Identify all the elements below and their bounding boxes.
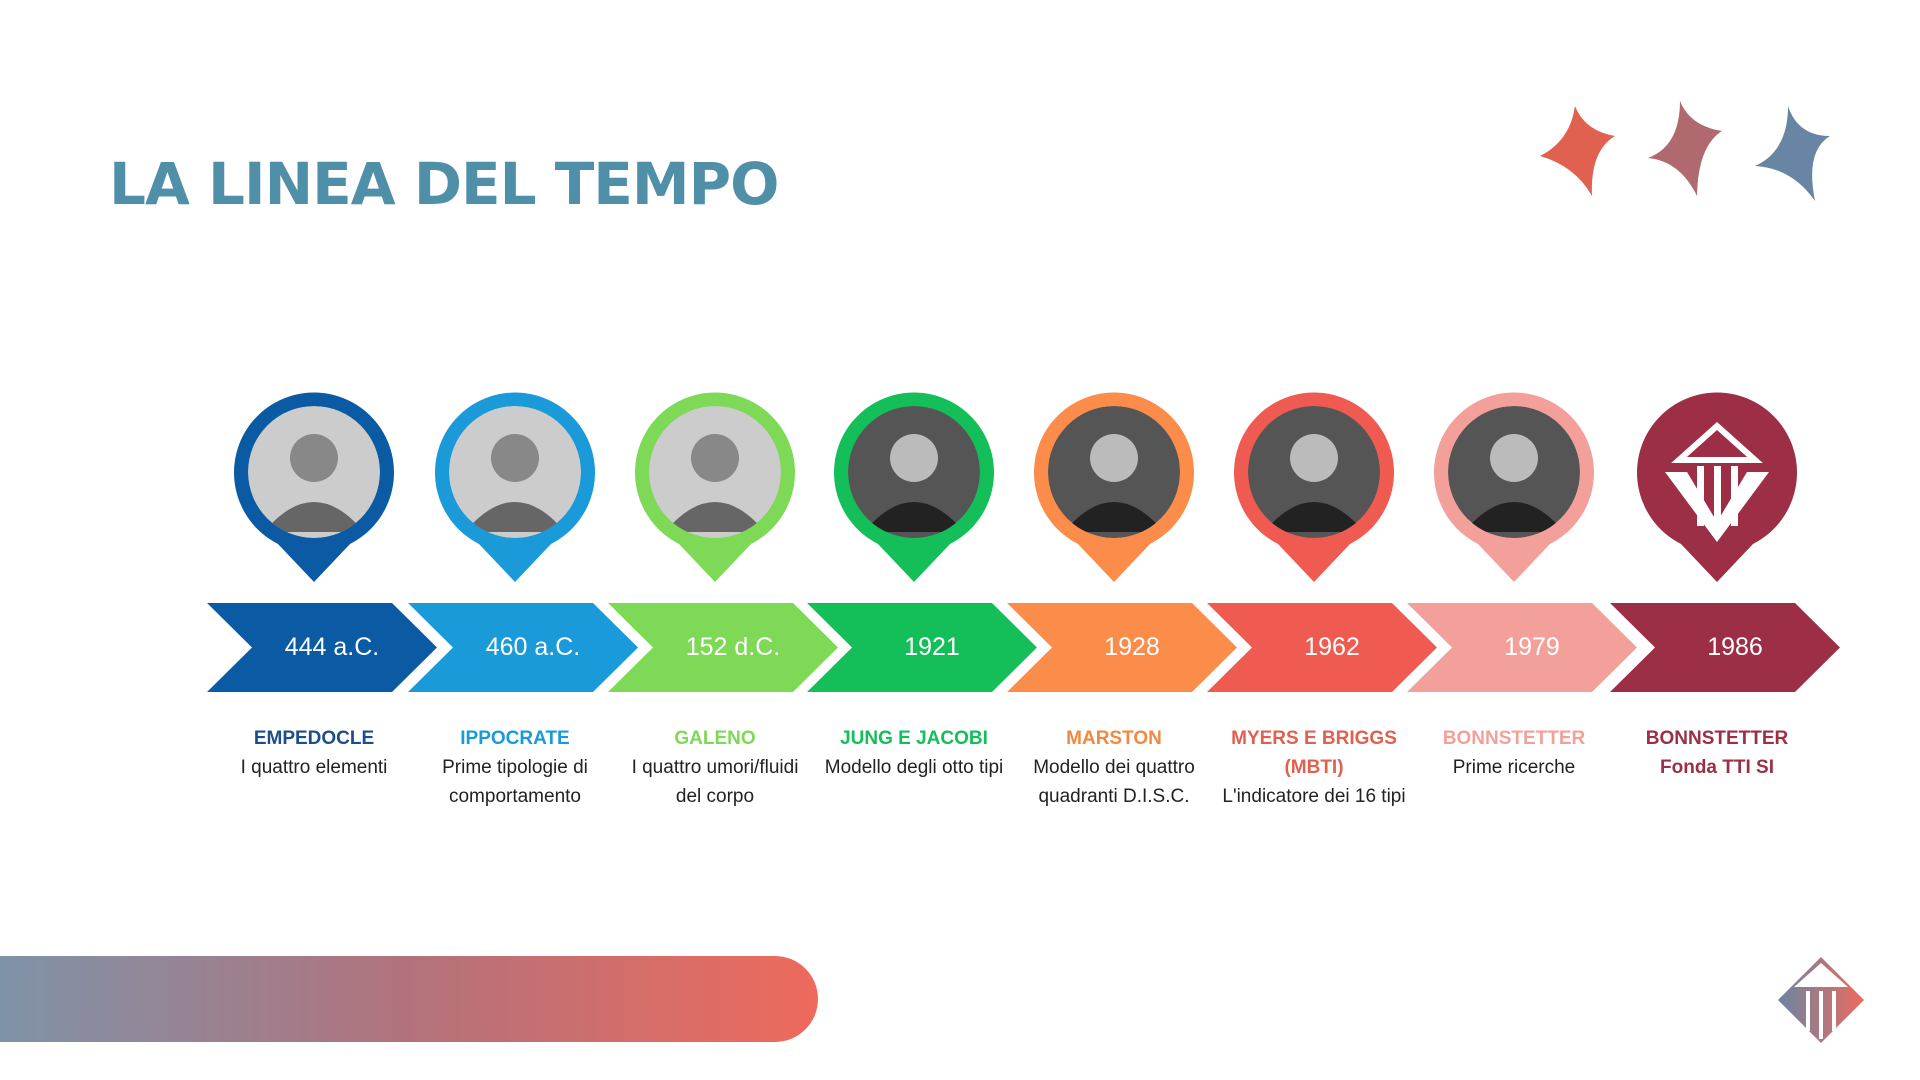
star-icon <box>1755 106 1830 201</box>
event-label: MARSTON Modello dei quattro quadranti D.I… <box>1019 724 1209 811</box>
event-description: Prime tipologie di comportamento <box>442 757 588 807</box>
event-name: MARSTON <box>1066 728 1162 749</box>
event-name: JUNG E JACOBI <box>840 728 988 749</box>
pin-marker <box>1234 392 1394 582</box>
event-label: JUNG E JACOBI Modello degli otto tipi <box>819 724 1009 782</box>
tti-logo-icon <box>1778 957 1864 1043</box>
timeline-chevron: 460 a.C. <box>408 603 638 692</box>
page-title: LA LINEA DEL TEMPO <box>109 150 779 218</box>
pin-marker <box>1034 392 1194 582</box>
pin-marker <box>1434 392 1594 582</box>
event-date: 1986 <box>1707 633 1763 661</box>
star-icon <box>1540 106 1615 196</box>
event-label: IPPOCRATE Prime tipologie di comportament… <box>420 724 610 811</box>
event-description: Modello degli otto tipi <box>824 757 1004 778</box>
timeline-chevron: 152 d.C. <box>608 603 838 692</box>
pin-marker <box>234 392 394 582</box>
timeline-chevron: 1979 <box>1407 603 1637 692</box>
timeline-chevron: 1928 <box>1007 603 1237 692</box>
event-date: 1928 <box>1104 633 1160 661</box>
event-name: MYERS E BRIGGS (MBTI) <box>1231 728 1397 778</box>
event-label: BONNSTETTER Prime ricerche <box>1419 724 1609 782</box>
star-icon <box>1648 101 1722 196</box>
event-date: 1921 <box>904 633 960 661</box>
event-name: BONNSTETTER <box>1645 728 1789 749</box>
event-description: Prime ricerche <box>1452 757 1576 778</box>
event-description: Fonda TTI SI <box>1660 757 1774 778</box>
event-name: IPPOCRATE <box>460 728 570 749</box>
timeline-chevron: 1986 <box>1610 603 1840 692</box>
event-date: 460 a.C. <box>485 633 581 661</box>
decorative-stars <box>1540 101 1830 201</box>
timeline-chevron: 1962 <box>1207 603 1437 692</box>
event-name: GALENO <box>674 728 756 749</box>
event-date: 1962 <box>1304 633 1360 661</box>
event-description: I quattro umori/fluidi del corpo <box>631 757 799 807</box>
event-label: BONNSTETTER Fonda TTI SI <box>1622 724 1812 782</box>
pin-marker <box>834 392 994 582</box>
pin-marker <box>435 392 595 582</box>
event-description: I quattro elementi <box>240 757 388 778</box>
event-label: EMPEDOCLE I quattro elementi <box>219 724 409 782</box>
event-description: Modello dei quattro quadranti D.I.S.C. <box>1033 757 1195 807</box>
pin-marker <box>635 392 795 582</box>
event-date: 1979 <box>1504 633 1560 661</box>
timeline-chevron: 1921 <box>807 603 1037 692</box>
event-name: EMPEDOCLE <box>253 728 375 749</box>
event-date: 152 d.C. <box>685 633 781 661</box>
gradient-bar <box>0 956 818 1042</box>
pin-marker <box>1637 392 1797 582</box>
event-name: BONNSTETTER <box>1442 728 1586 749</box>
event-label: GALENO I quattro umori/fluidi del corpo <box>620 724 810 811</box>
timeline-chevron: 444 a.C. <box>207 603 437 692</box>
event-label: MYERS E BRIGGS (MBTI) L'indicatore dei 16… <box>1219 724 1409 811</box>
event-description: L'indicatore dei 16 tipi <box>1222 786 1406 807</box>
event-date: 444 a.C. <box>284 633 380 661</box>
